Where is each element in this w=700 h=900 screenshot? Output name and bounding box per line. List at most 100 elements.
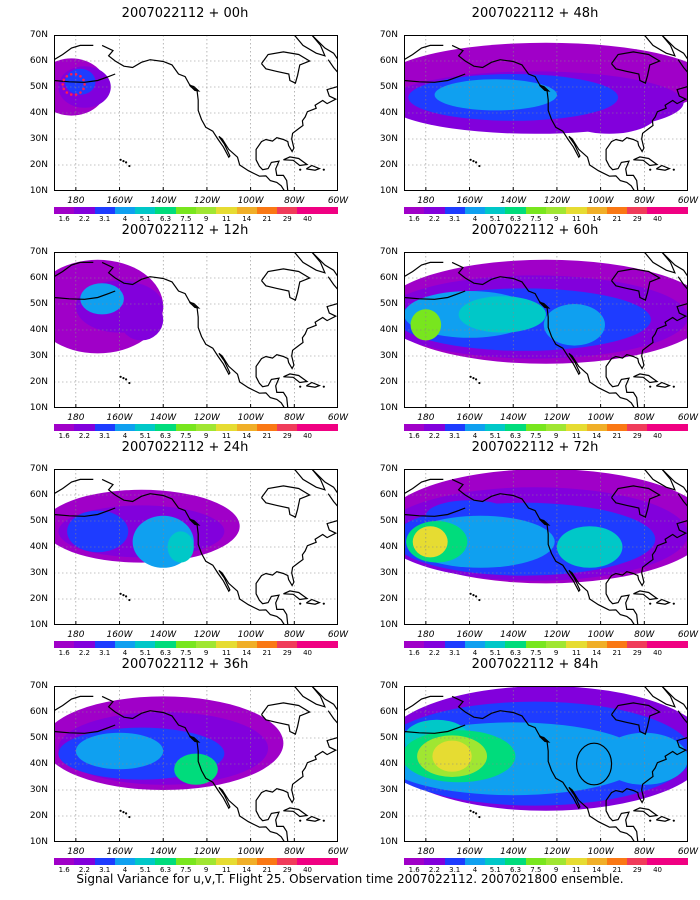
map-plot <box>404 469 688 625</box>
forecast-panel: 2007022112 + 24h 70N 60N 50N 40N 30N 20N 10N 180… <box>20 439 350 657</box>
colorbar-labels: 1.6 2.2 3.1 4 5.1 6.3 7.5 9 11 14 21 29 40 <box>54 432 338 441</box>
island <box>119 375 122 378</box>
colorbar-label: 14 <box>592 215 602 223</box>
colorbar-swatch <box>667 207 688 214</box>
longitude-label: 60W <box>327 847 349 857</box>
colorbar-labels: 1.6 2.2 3.1 4 5.1 6.3 7.5 9 11 14 21 29 40 <box>404 215 688 224</box>
colorbar-swatch <box>236 424 257 431</box>
colorbar-label: 2.2 <box>78 649 90 657</box>
observation-point <box>74 72 78 76</box>
latitude-label: 30N <box>379 351 398 361</box>
colorbar-label: 3.1 <box>449 215 461 223</box>
latitude-label: 20N <box>379 594 398 604</box>
coastline <box>54 290 116 300</box>
latitude-label: 30N <box>29 351 48 361</box>
colorbar-label: 5.1 <box>139 215 151 223</box>
colorbar-swatch <box>195 207 217 214</box>
colorbar <box>54 641 338 648</box>
island <box>128 815 131 819</box>
map-frame <box>404 686 688 842</box>
colorbar-label: 5.1 <box>139 432 151 440</box>
island <box>128 598 131 602</box>
map-plot <box>54 252 338 408</box>
colorbar-label: 21 <box>612 649 622 657</box>
colorbar-label: 40 <box>653 866 663 874</box>
colorbar-label: 1.6 <box>58 649 70 657</box>
longitude-label: 80W <box>634 413 655 423</box>
colorbar-labels: 1.6 2.2 3.1 4 5.1 6.3 7.5 9 11 14 21 29 40 <box>54 215 338 224</box>
coastline <box>605 710 688 842</box>
coastline <box>611 702 661 735</box>
colorbar-label: 14 <box>592 866 602 874</box>
colorbar-label: 21 <box>262 215 272 223</box>
coastline <box>283 156 309 167</box>
colorbar-swatch <box>667 641 688 648</box>
island <box>472 594 475 597</box>
coastline <box>293 252 326 274</box>
longitude-label: 100W <box>237 196 264 206</box>
observation-point <box>62 87 66 91</box>
island <box>472 160 475 163</box>
latitude-label: 40N <box>29 325 48 335</box>
coastline <box>255 59 338 191</box>
island <box>299 819 302 822</box>
colorbar-swatch <box>627 858 648 865</box>
colorbar-swatch <box>566 207 587 214</box>
latitude-label: 10N <box>379 620 398 630</box>
colorbar-swatch <box>135 207 156 214</box>
latitude-label: 50N <box>379 82 398 92</box>
colorbar-swatch <box>444 424 465 431</box>
colorbar-label: 29 <box>632 215 642 223</box>
island <box>672 819 675 822</box>
colorbar-label: 11 <box>571 432 581 440</box>
latitude-label: 10N <box>29 186 48 196</box>
colorbar-swatch <box>464 641 486 648</box>
island <box>124 595 128 598</box>
colorbar-label: 2.2 <box>428 649 440 657</box>
colorbar-label: 11 <box>221 649 231 657</box>
latitude-label: 30N <box>379 785 398 795</box>
observation-point <box>79 91 82 94</box>
colorbar-label: 3.1 <box>99 215 111 223</box>
island <box>469 592 472 595</box>
colorbar-label: 14 <box>242 649 252 657</box>
longitude-label: 100W <box>587 630 614 640</box>
coastline <box>611 268 661 301</box>
variance-contour <box>80 283 124 315</box>
colorbar-swatch <box>74 207 95 214</box>
island <box>119 809 122 812</box>
colorbar-label: 21 <box>262 866 272 874</box>
latitude-label: 40N <box>29 108 48 118</box>
colorbar-swatch <box>135 641 156 648</box>
coastline <box>605 493 688 625</box>
colorbar-label: 6.3 <box>509 432 522 440</box>
longitude-label: 60W <box>677 413 699 423</box>
colorbar <box>54 424 338 431</box>
latitude-label: 70N <box>29 464 48 474</box>
latitude-label: 30N <box>29 568 48 578</box>
colorbar-swatch <box>256 641 278 648</box>
observation-point <box>61 83 65 86</box>
observation-point <box>82 78 85 82</box>
coastline <box>538 301 551 309</box>
longitude-label: 100W <box>237 630 264 640</box>
island <box>322 819 325 822</box>
colorbar-swatch <box>277 207 298 214</box>
longitude-label: 160W <box>456 630 483 640</box>
island <box>119 158 122 161</box>
island <box>649 385 652 388</box>
observation-point <box>74 93 78 96</box>
coastline <box>283 373 309 384</box>
colorbar-label: 21 <box>262 432 272 440</box>
colorbar-swatch <box>155 858 176 865</box>
latitude-label: 50N <box>379 299 398 309</box>
colorbar-label: 2.2 <box>428 866 440 874</box>
island <box>649 168 652 171</box>
latitude-label: 40N <box>379 542 398 552</box>
colorbar-swatch <box>606 207 628 214</box>
colorbar-swatch <box>94 424 115 431</box>
longitude-label: 120W <box>193 630 220 640</box>
forecast-panel: 2007022112 + 12h 70N 60N 50N 40N 30N 20N 10N 180… <box>20 222 350 440</box>
colorbar-swatch <box>566 424 587 431</box>
colorbar-label: 3.1 <box>449 432 461 440</box>
